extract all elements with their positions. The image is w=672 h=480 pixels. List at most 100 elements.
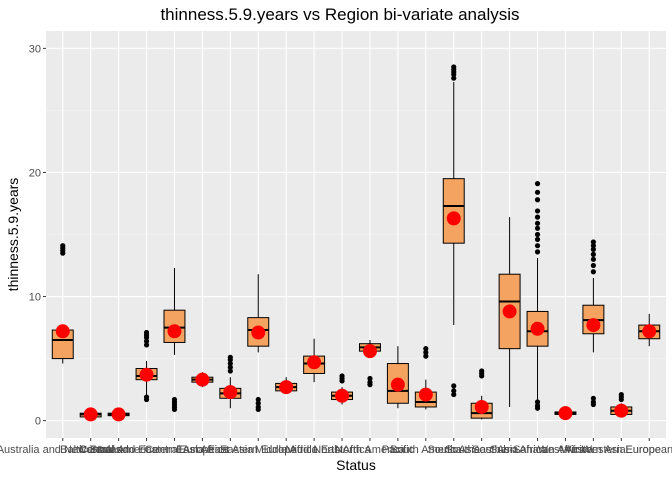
x-tick-label: Baltic States	[60, 444, 122, 456]
box-group	[386, 346, 409, 409]
outlier-point	[367, 379, 373, 385]
outlier-point	[227, 368, 233, 374]
x-tick-label: East Asia	[207, 444, 254, 456]
outlier-point	[590, 256, 596, 262]
x-tick-label: Middle East	[285, 444, 342, 456]
box-group	[107, 407, 130, 422]
outlier-point	[479, 368, 485, 374]
x-tick-label: North America	[335, 444, 406, 456]
mean-point	[614, 403, 629, 418]
outlier-point	[590, 246, 596, 252]
mean-point	[530, 321, 545, 336]
mean-point	[586, 318, 601, 333]
box-group	[610, 391, 633, 418]
outlier-point	[534, 231, 541, 238]
box-group	[331, 373, 354, 405]
x-tick-label: West Africa	[538, 444, 594, 456]
box-group	[51, 243, 74, 364]
y-axis-ticks: 0 10 20 30	[29, 43, 46, 428]
outlier-point	[590, 262, 596, 269]
x-tick-label: Pacific	[382, 444, 415, 456]
x-tick-label: Middle Africa	[255, 444, 319, 456]
mean-point	[446, 211, 461, 226]
box-group	[498, 217, 521, 407]
box-group	[442, 64, 465, 398]
outlier-point	[451, 391, 457, 398]
mean-point	[418, 387, 433, 402]
outlier-point	[590, 269, 596, 275]
x-tick-label: Southeast Asia	[445, 444, 519, 456]
outlier-point	[534, 243, 541, 249]
mean-point	[55, 324, 70, 339]
outlier-point	[255, 404, 261, 410]
box-group	[414, 346, 437, 410]
x-tick-label: East Africa	[176, 444, 229, 456]
outlier-point	[423, 349, 429, 355]
mean-point	[335, 388, 350, 403]
y-tick-label: 30	[29, 43, 41, 55]
mean-point	[195, 372, 210, 387]
x-tick-label: Western Europe	[582, 444, 661, 456]
chart-title: thinness.5.9.years vs Region bi-variate …	[160, 5, 519, 24]
outlier-point	[534, 399, 541, 405]
outlier-point	[590, 243, 596, 249]
outlier-point	[534, 197, 541, 203]
box-series	[51, 64, 661, 422]
x-tick-label: South America	[390, 444, 462, 456]
y-tick-label: 10	[29, 292, 41, 304]
x-tick-label: Central Asia	[145, 444, 205, 456]
box-group	[554, 406, 577, 421]
outlier-point	[534, 249, 541, 255]
box-group	[79, 407, 102, 422]
box-group	[247, 274, 270, 413]
outlier-point	[143, 394, 150, 400]
mean-point	[474, 399, 489, 414]
box-group	[582, 239, 605, 408]
mean-point	[111, 407, 126, 422]
x-tick-label: Central America	[79, 444, 158, 456]
box-group	[163, 268, 186, 413]
outlier-point	[227, 354, 233, 360]
outlier-point	[590, 251, 596, 257]
x-tick-label: Australia and New Zealand	[0, 444, 129, 456]
mean-point	[83, 407, 98, 422]
outlier-point	[367, 375, 373, 382]
box-group	[135, 329, 158, 403]
x-tick-label: Western Asia	[561, 444, 626, 456]
mean-point	[307, 355, 322, 370]
mean-point	[279, 380, 294, 395]
outlier-point	[143, 338, 150, 344]
x-tick-label: North Africa	[313, 444, 371, 456]
outlier-point	[255, 400, 261, 406]
outlier-point	[590, 399, 596, 405]
outlier-point	[227, 360, 233, 367]
mean-point	[362, 344, 377, 359]
outlier-point	[534, 220, 541, 226]
outlier-point	[255, 396, 261, 403]
outlier-point	[451, 75, 457, 81]
box-group	[303, 338, 326, 383]
mean-point	[251, 325, 266, 340]
y-axis-title: thinness.5.9.years	[5, 178, 21, 292]
y-tick-label: 0	[35, 416, 41, 428]
mean-point	[642, 324, 657, 339]
x-tick-label: Eastern Europe	[220, 444, 296, 456]
outlier-point	[534, 236, 541, 243]
x-tick-label: Southern Africa	[472, 444, 548, 456]
outlier-point	[534, 214, 541, 220]
mean-point	[390, 377, 405, 392]
box-group	[526, 181, 549, 411]
mean-point	[558, 406, 573, 421]
outlier-point	[534, 181, 541, 187]
box-group	[191, 372, 214, 388]
outlier-point	[534, 225, 541, 231]
outlier-point	[534, 189, 541, 195]
box-group	[638, 313, 661, 347]
mean-point	[139, 367, 154, 382]
x-axis-title: Status	[336, 457, 376, 473]
outlier-point	[423, 346, 429, 352]
box-group	[358, 339, 381, 388]
outlier-point	[227, 364, 233, 370]
outlier-point	[590, 395, 596, 401]
